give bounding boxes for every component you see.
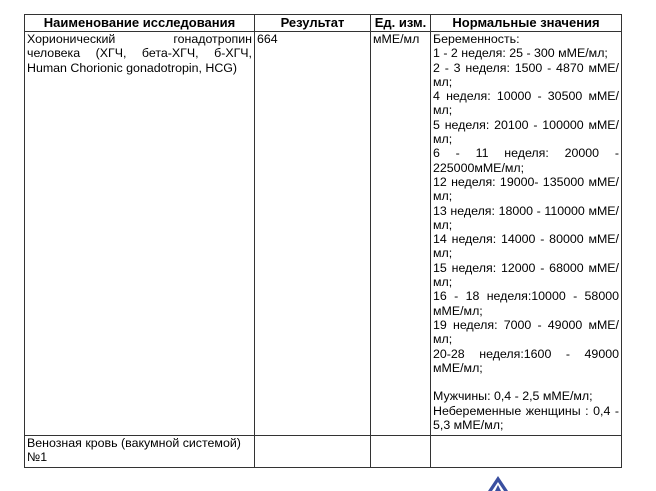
pregnancy-norm-entry: 14 неделя: 14000 - 80000 мМЕ/мл; — [433, 232, 619, 261]
norm-title: Беременность: — [433, 32, 520, 46]
pregnancy-norms: 1 - 2 неделя: 25 - 300 мМЕ/мл; 2 - 3 неде… — [433, 46, 619, 375]
header-result: Результат — [254, 14, 371, 32]
norm-nonpregnant: Небеременные женщины : 0,4 - 5,3 мМЕ/мл; — [433, 403, 619, 433]
header-norm: Нормальные значения — [430, 14, 622, 32]
header-name: Наименование исследования — [24, 14, 255, 32]
table-row: Венозная кровь (вакумной системой) №1 — [24, 435, 622, 468]
pregnancy-norm-entry: 6 - 11 неделя: 20000 - 225000мМЕ/мл; — [433, 146, 619, 175]
logo-icon — [488, 476, 508, 491]
pregnancy-norm-entry: 15 неделя: 12000 - 68000 мМЕ/мл; — [433, 260, 619, 290]
norm-values: Беременность: 1 - 2 неделя: 25 - 300 мМЕ… — [430, 31, 622, 436]
pregnancy-norm-entry: 1 - 2 неделя: 25 - 300 мМЕ/мл; — [433, 46, 608, 61]
pregnancy-norm-entry: 4 неделя: 10000 - 30500 мМЕ/мл; — [433, 89, 619, 118]
table-row: Хорионический гонадотропин человека (ХГЧ… — [24, 31, 622, 436]
test-result: 664 — [254, 31, 371, 436]
norm-men: Мужчины: 0,4 - 2,5 мМЕ/мл; — [433, 389, 593, 404]
sample-type: Венозная кровь (вакумной системой) №1 — [24, 435, 255, 468]
test-unit: мМЕ/мл — [370, 31, 431, 436]
pregnancy-norm-entry: 2 - 3 неделя: 1500 - 4870 мМЕ/мл; — [433, 60, 619, 89]
table-header-row: Наименование исследования Результат Ед. … — [24, 14, 622, 32]
pregnancy-norm-entry: 13 неделя: 18000 - 110000 мМЕ/мл; — [433, 203, 619, 232]
pregnancy-norm-entry: 20-28 неделя:1600 - 49000 мМЕ/мл; — [433, 346, 619, 375]
pregnancy-norm-entry: 12 неделя: 19000- 135000 мМЕ/мл; — [433, 174, 619, 204]
results-table: Наименование исследования Результат Ед. … — [24, 14, 622, 468]
pregnancy-norm-entry: 5 неделя: 20100 - 100000 мМЕ/мл; — [433, 117, 619, 147]
pregnancy-norm-entry: 16 - 18 неделя:10000 - 58000 мМЕ/мл; — [433, 289, 619, 318]
header-unit: Ед. изм. — [370, 14, 431, 32]
test-name: Хорионический гонадотропин человека (ХГЧ… — [24, 31, 255, 436]
pregnancy-norm-entry: 19 неделя: 7000 - 49000 мМЕ/мл; — [433, 317, 619, 347]
